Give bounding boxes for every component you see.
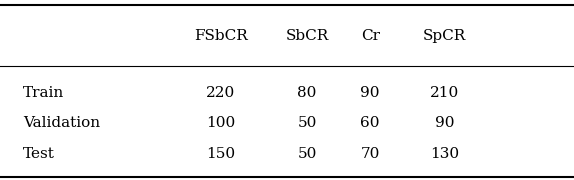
Text: Test: Test <box>23 147 55 161</box>
Text: 90: 90 <box>360 86 380 100</box>
Text: 220: 220 <box>207 86 235 100</box>
Text: SbCR: SbCR <box>285 29 329 43</box>
Text: 80: 80 <box>297 86 317 100</box>
Text: 210: 210 <box>430 86 459 100</box>
Text: 130: 130 <box>430 147 459 161</box>
Text: 100: 100 <box>207 116 235 130</box>
Text: 90: 90 <box>435 116 455 130</box>
Text: Train: Train <box>23 86 64 100</box>
Text: Validation: Validation <box>23 116 100 130</box>
Text: 60: 60 <box>360 116 380 130</box>
Text: 150: 150 <box>207 147 235 161</box>
Text: Cr: Cr <box>360 29 380 43</box>
Text: 70: 70 <box>360 147 380 161</box>
Text: FSbCR: FSbCR <box>194 29 248 43</box>
Text: SpCR: SpCR <box>423 29 467 43</box>
Text: 50: 50 <box>297 147 317 161</box>
Text: 50: 50 <box>297 116 317 130</box>
